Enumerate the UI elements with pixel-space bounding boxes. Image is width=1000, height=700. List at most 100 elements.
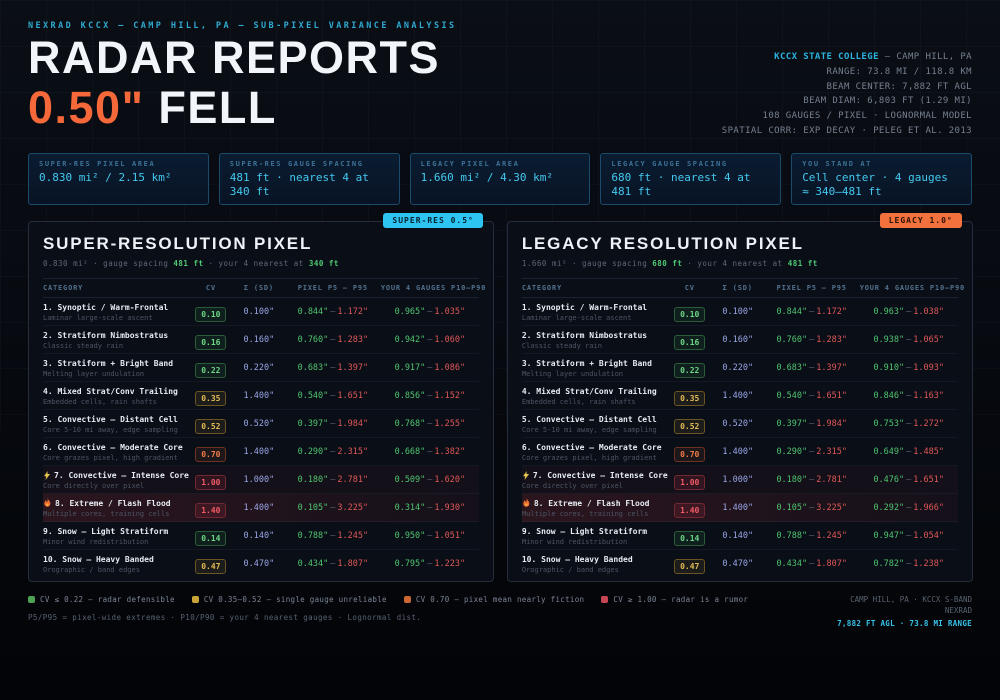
- table-row: 5. Convective — Distant Cell Core 5-10 m…: [43, 410, 479, 438]
- legend-label: CV 0.35–0.52 — single gauge unreliable: [203, 595, 387, 604]
- pixel-range-cell: 0.180" –2.781": [776, 475, 847, 485]
- sd-cell: 1.400": [243, 391, 275, 401]
- category-name: 5. Convective — Distant Cell: [521, 414, 657, 424]
- stat-label: YOU STAND AT: [802, 160, 872, 168]
- cv-badge: 1.00: [674, 475, 706, 490]
- category-name: 8. Extreme / Flash Flood: [522, 498, 668, 508]
- col-gauges-range: YOUR 4 GAUGES P10–P90: [859, 284, 966, 292]
- category-description: Multiple cores, training cells: [43, 510, 170, 518]
- cv-badge: 0.22: [674, 363, 706, 378]
- cv-badge: 0.35: [674, 391, 706, 406]
- category-cell: 6. Convective — Moderate Core Core graze…: [43, 443, 189, 462]
- super-res-badge: SUPER-RES 0.5°: [383, 213, 483, 228]
- col-sd: Σ (SD): [722, 284, 753, 292]
- page-title-line2: 0.50" FELL: [28, 85, 972, 131]
- cv-badge: 0.47: [674, 559, 706, 574]
- cv-badge: 0.52: [674, 419, 706, 434]
- cv-cell: 0.14: [194, 526, 228, 546]
- stat-value: 0.830 mi² / 2.15 km²: [39, 171, 172, 184]
- category-cell: 4. Mixed Strat/Conv Trailing Embedded ce…: [43, 387, 189, 406]
- table-row: 6. Convective — Moderate Core Core graze…: [43, 438, 479, 466]
- gauges-range-cell: 0.938" –1.065": [873, 335, 944, 345]
- category-description: Core directly over pixel: [521, 481, 624, 490]
- cv-cell: 1.00: [673, 470, 707, 490]
- panel-super-resolution: SUPER-RES 0.5° SUPER-RESOLUTION PIXEL 0.…: [28, 213, 494, 582]
- panel-title: LEGACY RESOLUTION PIXEL: [521, 234, 804, 253]
- category-name: 2. Stratiform Nimbostratus: [521, 330, 648, 340]
- page-title-line1: RADAR REPORTS: [28, 32, 441, 83]
- gauges-range-cell: 0.950" –1.051": [394, 531, 466, 541]
- pixel-range-cell: 0.397" –1.984": [297, 419, 369, 429]
- category-cell: 8. Extreme / Flash Flood Multiple cores,…: [43, 498, 189, 518]
- category-cell: 7. Convective — Intense Core Core direct…: [43, 470, 189, 490]
- category-cell: 10. Snow — Heavy Banded Orographic / ban…: [43, 555, 189, 574]
- table-row: 6. Convective — Moderate Core Core graze…: [521, 438, 958, 466]
- stat-value: Cell center · 4 gauges ≈ 340–481 ft: [802, 171, 948, 198]
- pixel-range-cell: 0.760" –1.283": [297, 335, 369, 345]
- cv-cell: 0.22: [194, 358, 228, 378]
- gauges-range-cell: 0.910" –1.093": [873, 363, 944, 373]
- category-name: 3. Stratiform + Bright Band: [521, 358, 652, 368]
- table-row: 2. Stratiform Nimbostratus Classic stead…: [43, 326, 479, 354]
- col-pixel-range: PIXEL P5 – P95: [776, 284, 847, 292]
- category-cell: 8. Extreme / Flash Flood Multiple cores,…: [522, 498, 668, 518]
- pixel-range-cell: 0.434" –1.807": [297, 559, 369, 569]
- sd-cell: 0.220": [243, 363, 275, 373]
- hero-header: NEXRAD KCCX — CAMP HILL, PA — SUB-PIXEL …: [28, 0, 972, 131]
- subtitle-spacing-value: 680 ft: [652, 259, 683, 268]
- legend-swatch: [191, 596, 199, 603]
- sd-cell: 0.470": [722, 559, 754, 569]
- cv-badge: 1.40: [195, 503, 227, 518]
- cv-cell: 0.70: [673, 442, 707, 462]
- legacy-badge: LEGACY 1.0°: [879, 213, 962, 228]
- category-description: Orographic / band edges: [43, 565, 140, 574]
- panel-legacy-resolution: LEGACY 1.0° LEGACY RESOLUTION PIXEL 1.66…: [506, 213, 973, 582]
- subtitle-spacing-value: 481 ft: [173, 259, 204, 268]
- category-name: 7. Convective — Intense Core: [43, 470, 189, 480]
- cv-badge: 0.16: [674, 335, 706, 350]
- gauges-range-cell: 0.782" –1.238": [873, 559, 944, 569]
- kicker-text: NEXRAD KCCX — CAMP HILL, PA — SUB-PIXEL …: [28, 21, 457, 31]
- table-row: 8. Extreme / Flash Flood Multiple cores,…: [521, 494, 958, 522]
- legend-label: CV ≤ 0.22 — radar defensible: [40, 595, 175, 604]
- category-name: 1. Synoptic / Warm-Frontal: [521, 302, 648, 312]
- table-header: CATEGORY CV Σ (SD) PIXEL P5 – P95 YOUR 4…: [43, 278, 485, 298]
- gauges-range-cell: 0.942" –1.060": [394, 335, 466, 345]
- pixel-range-cell: 0.788" –1.245": [297, 531, 369, 541]
- subtitle-nearest-value: 481 ft: [787, 259, 818, 268]
- footer-station-stats: 7,882 FT AGL · 73.8 MI RANGE: [837, 619, 972, 628]
- category-cell: 9. Snow — Light Stratiform Minor wind re…: [43, 527, 189, 546]
- sd-cell: 1.400": [722, 503, 754, 513]
- stat-superres-pixel-area: SUPER-RES PIXEL AREA 0.830 mi² / 2.15 km…: [28, 153, 209, 205]
- legend-item: CV ≥ 1.00 — radar is a rumor: [601, 595, 748, 604]
- sd-cell: 0.520": [722, 419, 754, 429]
- subtitle-prefix: 0.830 mi² · gauge spacing: [43, 259, 174, 268]
- sd-cell: 1.400": [243, 503, 275, 513]
- legend-item: CV 0.70 — pixel mean nearly fiction: [403, 595, 585, 604]
- cv-cell: 1.40: [194, 498, 228, 518]
- sd-cell: 0.160": [722, 335, 754, 345]
- table-row: 7. Convective — Intense Core Core direct…: [521, 466, 958, 494]
- category-cell: 4. Mixed Strat/Conv Trailing Embedded ce…: [522, 387, 668, 406]
- category-name: 3. Stratiform + Bright Band: [43, 358, 174, 368]
- category-name: 10. Snow — Heavy Banded: [521, 554, 633, 564]
- category-description: Orographic / band edges: [521, 565, 619, 574]
- cv-cell: 0.16: [194, 330, 228, 350]
- cv-badge: 1.00: [195, 475, 227, 490]
- category-cell: 3. Stratiform + Bright Band Melting laye…: [43, 359, 189, 378]
- sd-cell: 1.400": [722, 447, 754, 457]
- pixel-range-cell: 0.540" –1.651": [776, 391, 847, 401]
- category-description: Multiple cores, training cells: [521, 510, 649, 518]
- table-body: 1. Synoptic / Warm-Frontal Laminar large…: [43, 298, 479, 577]
- cv-cell: 0.10: [673, 302, 707, 322]
- category-description: Embedded cells, rain shafts: [43, 397, 157, 406]
- pixel-range-cell: 0.683" –1.397": [776, 363, 847, 373]
- cv-cell: 0.22: [673, 358, 707, 378]
- table-row: 9. Snow — Light Stratiform Minor wind re…: [521, 522, 958, 550]
- cv-badge: 0.22: [195, 363, 227, 378]
- cv-cell: 1.00: [194, 470, 228, 490]
- gauges-range-cell: 0.668" –1.382": [394, 447, 466, 457]
- pixel-range-cell: 0.434" –1.807": [776, 559, 847, 569]
- pixel-range-cell: 0.105" –3.225": [297, 503, 369, 513]
- category-description: Core 5-10 mi away, edge sampling: [521, 425, 657, 434]
